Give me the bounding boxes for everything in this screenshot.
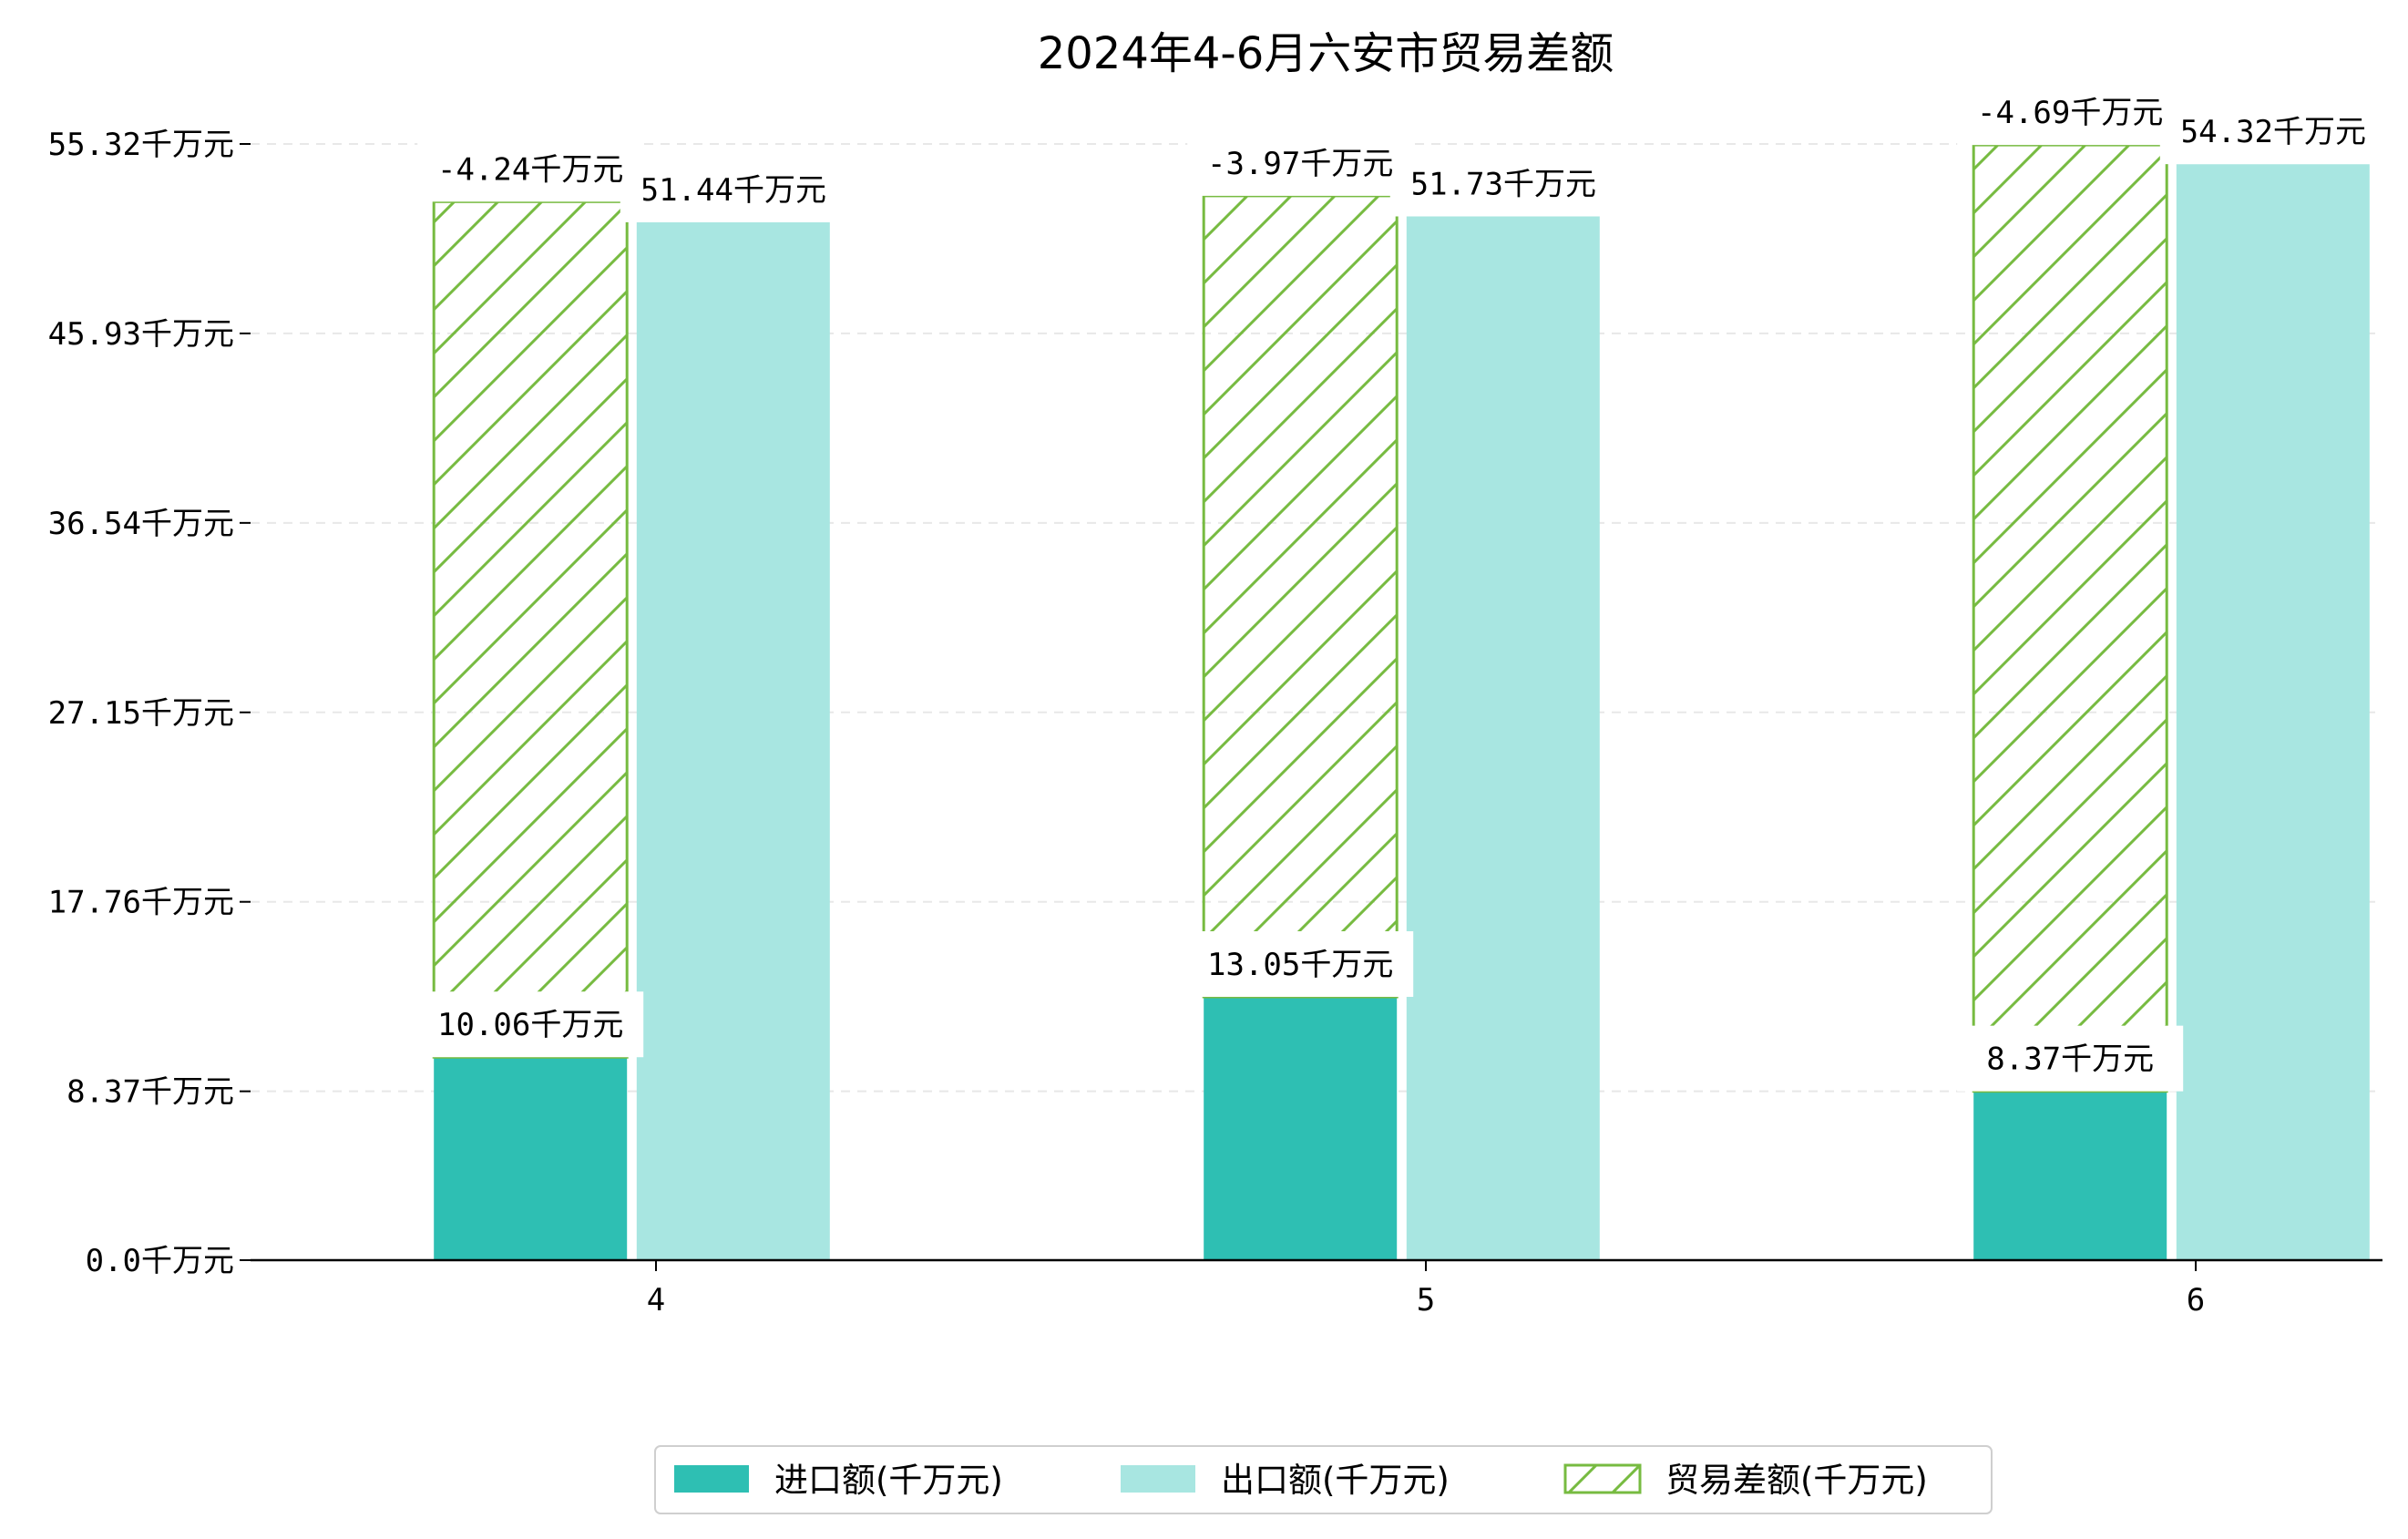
export-bar bbox=[1406, 216, 1600, 1260]
label-box bbox=[1389, 150, 1616, 217]
y-tick-label: 45.93千万元 bbox=[48, 316, 234, 353]
legend-label: 进口额(千万元) bbox=[774, 1461, 1003, 1500]
y-tick-label: 27.15千万元 bbox=[48, 695, 234, 732]
export-label: 51.44千万元 bbox=[620, 156, 846, 222]
legend-export: 出口额(千万元) bbox=[1121, 1461, 1450, 1500]
axes: 0.0千万元 8.37千万元 17.76千万元 27.15千万元 36.54千万元 45.… bbox=[48, 127, 2382, 1318]
import-label: 8.37千万元 bbox=[1957, 1025, 2184, 1092]
legend-label: 贸易差额(千万元) bbox=[1665, 1461, 1928, 1500]
legend-swatch bbox=[1121, 1465, 1195, 1493]
data-label-text: 51.73千万元 bbox=[1410, 166, 1596, 202]
data-label-text: 13.05千万元 bbox=[1207, 947, 1393, 983]
y-tick-label: 55.32千万元 bbox=[48, 127, 234, 163]
bars bbox=[432, 143, 2370, 1260]
x-tick-label: 4 bbox=[647, 1282, 665, 1318]
data-labels: 51.44千万元 -4.24千万元 10.06千万元 51.73千万元 -3.97千万元… bbox=[417, 79, 2386, 1092]
import-label: 13.05千万元 bbox=[1187, 931, 1414, 998]
label-box bbox=[1187, 129, 1414, 196]
export-label: 54.32千万元 bbox=[2159, 98, 2386, 165]
export-bar bbox=[2176, 164, 2370, 1260]
y-tick-label: 8.37千万元 bbox=[67, 1074, 234, 1111]
data-label-text: 10.06千万元 bbox=[437, 1007, 623, 1043]
legend-import: 进口额(千万元) bbox=[674, 1461, 1003, 1500]
label-box bbox=[1957, 1025, 2184, 1092]
label-box bbox=[1187, 931, 1414, 998]
export-bar bbox=[636, 221, 830, 1260]
y-tick-label: 36.54千万元 bbox=[48, 506, 234, 542]
data-label-text: -4.24千万元 bbox=[437, 151, 623, 188]
data-label-text: 8.37千万元 bbox=[1986, 1041, 2154, 1078]
data-label-text: -3.97千万元 bbox=[1207, 146, 1393, 182]
legend-swatch bbox=[1563, 1463, 1642, 1494]
legend-frame bbox=[654, 1445, 1993, 1514]
label-box bbox=[620, 156, 846, 222]
balance-label: -3.97千万元 bbox=[1187, 129, 1414, 196]
y-tick-label: 0.0千万元 bbox=[86, 1243, 234, 1279]
x-tick-label: 5 bbox=[1417, 1282, 1435, 1318]
label-box bbox=[2159, 98, 2386, 165]
chart-title: 2024年4-6月六安市贸易差额 bbox=[1038, 28, 1614, 79]
x-tick-label: 6 bbox=[2187, 1282, 2205, 1318]
legend-balance: 贸易差额(千万元) bbox=[1563, 1461, 1928, 1500]
balance-bar bbox=[432, 200, 629, 1059]
import-bar bbox=[1973, 1091, 2167, 1260]
legend: 进口额(千万元) 出口额(千万元) 贸易差额(千万元) bbox=[654, 1445, 1993, 1514]
balance-bar bbox=[1972, 143, 2168, 1093]
y-tick-label: 17.76千万元 bbox=[48, 885, 234, 921]
import-bar bbox=[434, 1057, 628, 1260]
legend-box: 进口额(千万元) 出口额(千万元) 贸易差额(千万元) bbox=[654, 1445, 1993, 1514]
import-bar bbox=[1204, 997, 1398, 1260]
balance-label: -4.24千万元 bbox=[417, 136, 644, 202]
data-label-text: 54.32千万元 bbox=[2180, 114, 2366, 150]
legend-label: 出口额(千万元) bbox=[1221, 1461, 1450, 1500]
label-box bbox=[417, 136, 644, 202]
data-label-text: 51.44千万元 bbox=[640, 172, 826, 209]
label-box bbox=[1957, 79, 2184, 146]
legend-swatch bbox=[674, 1465, 749, 1493]
balance-label: -4.69千万元 bbox=[1957, 79, 2184, 146]
import-label: 10.06千万元 bbox=[417, 991, 644, 1058]
data-label-text: -4.69千万元 bbox=[1977, 95, 2163, 131]
balance-bar bbox=[1202, 194, 1399, 999]
export-label: 51.73千万元 bbox=[1389, 150, 1616, 217]
label-box bbox=[417, 991, 644, 1058]
